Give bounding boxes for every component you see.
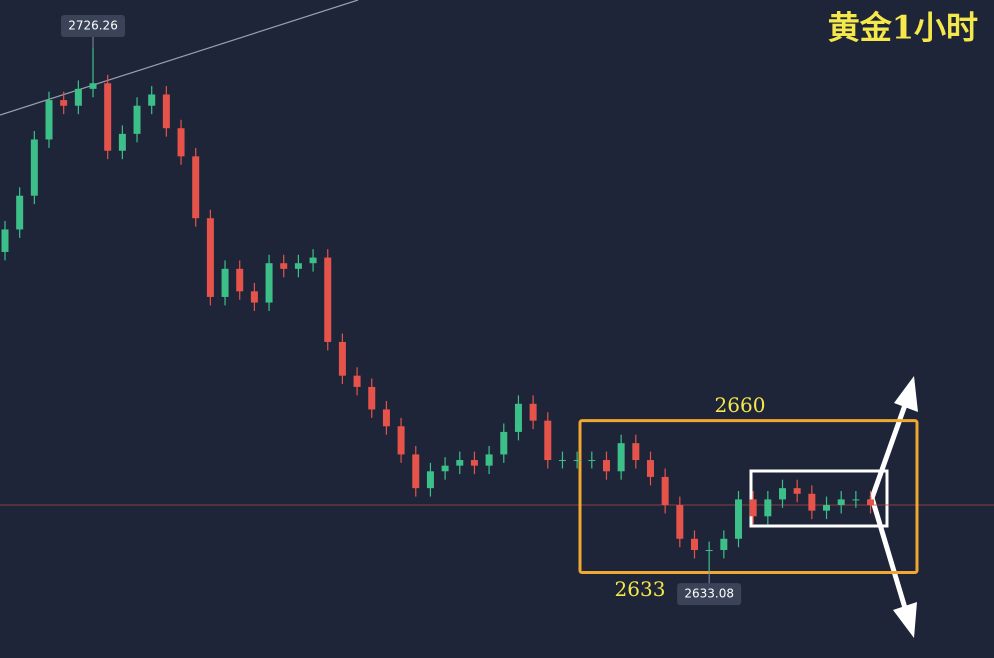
candle-body [837, 499, 845, 506]
candle-body [294, 263, 302, 269]
candle-body [735, 499, 742, 539]
candle-body [646, 460, 654, 477]
candle-body [338, 341, 346, 376]
candle-body [177, 128, 185, 157]
range-box [578, 419, 919, 575]
candle-body [412, 454, 420, 489]
candle-body [104, 83, 112, 151]
trend-line [0, 0, 359, 116]
candle-body [808, 493, 816, 511]
candle-body [236, 268, 244, 292]
candle-body [118, 133, 126, 151]
candle-body [426, 471, 434, 489]
candle-body [133, 105, 141, 134]
candle-body [690, 538, 698, 551]
candle-body [529, 403, 537, 421]
candle-body [30, 139, 38, 196]
candle-body [89, 83, 97, 89]
box-top-label: 2660 [715, 393, 766, 417]
candle-body [309, 257, 317, 264]
candle-body [148, 94, 156, 106]
candle-body [16, 195, 24, 230]
candle-body [1, 229, 9, 252]
candle-body [632, 443, 640, 461]
candle-body [441, 465, 449, 472]
chart-title: 黄金1小时 [828, 9, 978, 47]
candle-body [368, 386, 376, 410]
candle-body [617, 443, 625, 472]
candle-body [705, 550, 713, 552]
tag-bg [61, 15, 126, 38]
candle-body [823, 505, 831, 511]
candle-body [45, 100, 53, 140]
box-bottom-label: 2633 [615, 577, 666, 601]
candle-body [250, 291, 258, 303]
candle-body [397, 426, 405, 455]
candle-body [602, 460, 610, 472]
arrow-down [869, 497, 908, 609]
candle-body [485, 454, 493, 466]
candle-body [793, 488, 801, 494]
candle-body [500, 431, 508, 455]
candle-body [265, 263, 273, 303]
candle-body [514, 403, 522, 432]
candle-body [661, 476, 669, 506]
candle-body [720, 538, 728, 551]
candle-body [280, 263, 288, 269]
consolidation-box [749, 469, 889, 528]
candle-body [74, 88, 82, 106]
candle-body [470, 460, 478, 466]
candle-body [676, 505, 684, 539]
candle-body [544, 420, 552, 461]
candle-body [456, 460, 464, 466]
tag-bg [677, 583, 742, 606]
candle-body [764, 499, 772, 517]
candle-body [573, 460, 581, 462]
candle-body [852, 499, 860, 501]
arrow-head [893, 602, 917, 638]
candle-body [353, 375, 361, 387]
candle-body [221, 268, 229, 297]
candle-body [162, 94, 170, 129]
candle-body [324, 257, 332, 342]
candle-body [867, 499, 875, 506]
candle-body [779, 488, 787, 500]
candle-body [749, 499, 757, 517]
candle-body [192, 156, 200, 219]
candle-body [382, 409, 390, 427]
candle-body [60, 100, 68, 106]
price-tag: 2633.08 [684, 587, 734, 601]
candle-body [558, 460, 566, 462]
price-tag: 2726.26 [68, 19, 118, 33]
arrow-head [894, 376, 918, 412]
candle-body [206, 218, 214, 297]
candle-body [588, 460, 596, 462]
